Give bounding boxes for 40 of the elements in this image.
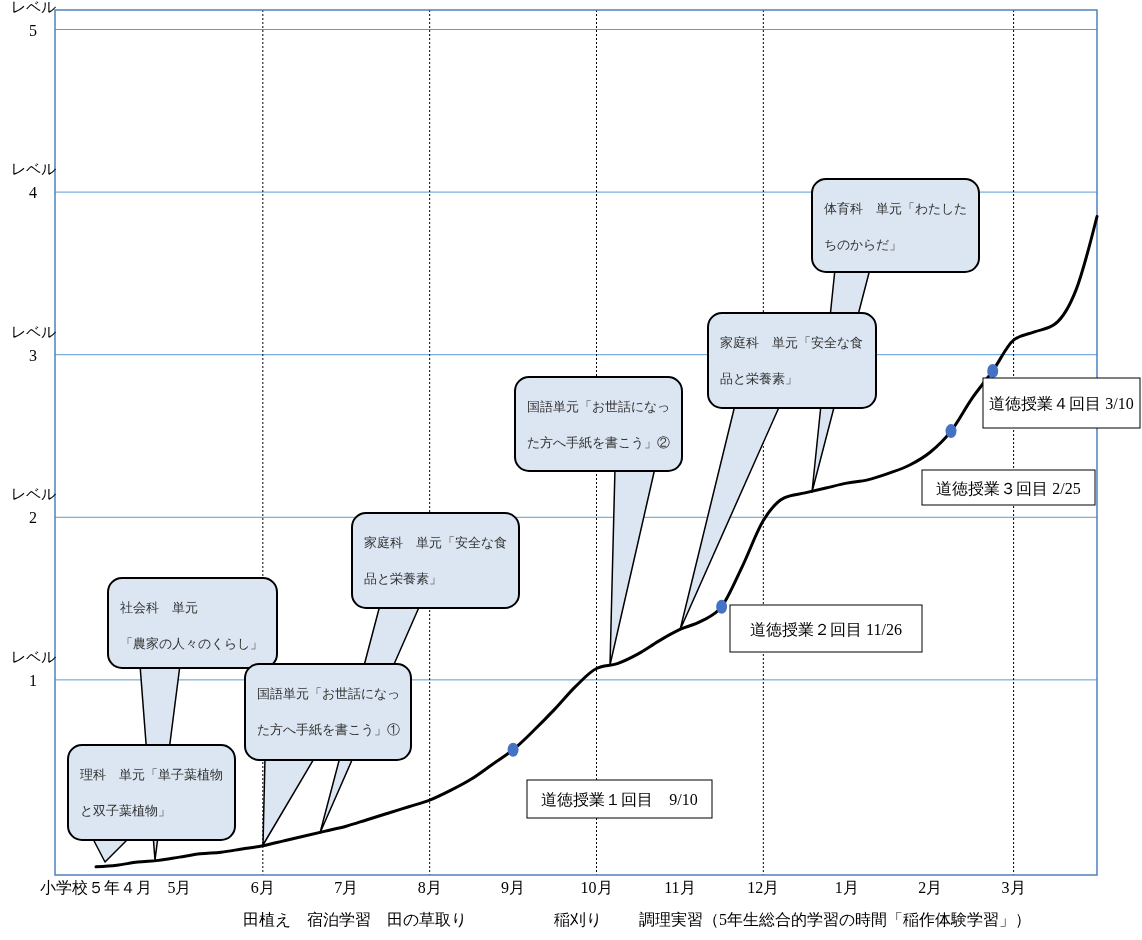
text: レベル xyxy=(10,0,56,15)
annotation: 道徳授業１回目 9/10 xyxy=(541,791,698,808)
x-tick-label: 6月 xyxy=(250,879,275,896)
x-tick-label: 5月 xyxy=(167,879,192,896)
text: 田植え 宿泊学習 田の草取り xyxy=(243,911,467,928)
y-axis-title: レベル xyxy=(10,648,56,665)
x-tick-label: 12月 xyxy=(747,879,780,896)
text: 理科 単元「単子葉植物と双子葉植物」 xyxy=(80,767,223,818)
x-tick-label: 8月 xyxy=(417,879,442,896)
text: 社会科 単元「農家の人々のくらし」 xyxy=(120,600,263,651)
point xyxy=(716,599,728,614)
annotation: 道徳授業３回目 2/25 xyxy=(936,479,1081,497)
x-tick-label: 1月 xyxy=(834,879,859,896)
point xyxy=(987,363,999,378)
point xyxy=(507,742,519,757)
x-tick-label: 2月 xyxy=(918,879,943,896)
y-tick-label: 2 xyxy=(29,509,37,527)
x-tick-label: 11月 xyxy=(664,879,696,896)
text: 国語単元「お世話になった方へ手紙を書こう」① xyxy=(257,686,400,737)
text: 家庭科 単元「安全な食品と栄養素」 xyxy=(364,535,507,586)
x-tick-label: 3月 xyxy=(1001,879,1026,896)
x-tick-label: 10月 xyxy=(580,879,613,896)
text: 調理実習（5年生総合的学習の時間「稲作体験学習」） xyxy=(639,911,1031,928)
annotation: 道徳授業４回目 3/10 xyxy=(989,395,1134,412)
text: 家庭科 単元「安全な食品と栄養素」 xyxy=(720,335,863,386)
text: レベル xyxy=(10,486,56,503)
text: レベル xyxy=(10,161,56,178)
text: 国語単元「お世話になった方へ手紙を書こう」② xyxy=(527,399,670,450)
y-tick-label: 3 xyxy=(29,346,37,364)
x-tick-label: 9月 xyxy=(501,879,526,896)
point xyxy=(945,424,957,439)
y-tick-label: 4 xyxy=(29,184,37,202)
text: 稲刈り xyxy=(554,911,602,928)
x-tick-label: 小学校５年４月 xyxy=(40,879,152,896)
annotation: 道徳授業２回目 11/26 xyxy=(750,620,902,638)
text: 体育科 単元「わたしたちのからだ」 xyxy=(824,201,967,252)
y-tick-label: 5 xyxy=(29,21,37,39)
y-tick-label: 1 xyxy=(29,671,37,689)
text: レベル xyxy=(10,323,56,340)
x-tick-label: 7月 xyxy=(334,879,359,896)
